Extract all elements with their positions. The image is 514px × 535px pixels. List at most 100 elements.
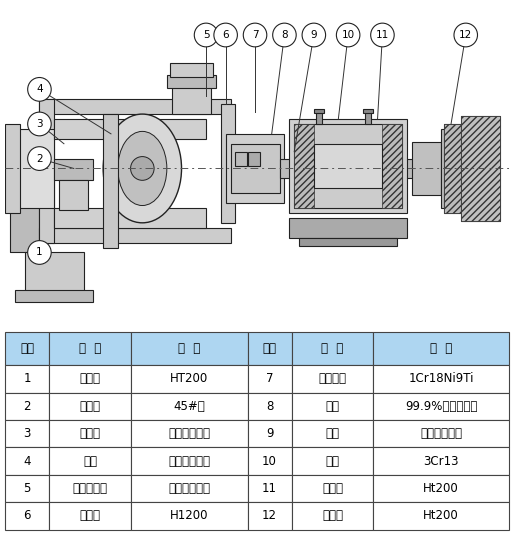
Bar (49, 475, 131, 502)
Text: 出水段导翼: 出水段导翼 (72, 482, 107, 495)
Bar (221, 104, 235, 223)
Text: 6: 6 (24, 509, 31, 523)
Circle shape (131, 157, 154, 180)
Bar (374, 393, 509, 420)
Circle shape (371, 23, 394, 47)
Text: 静环: 静环 (325, 400, 340, 413)
Text: 名  称: 名 称 (79, 342, 101, 355)
Bar (49, 393, 131, 420)
Text: 5: 5 (24, 482, 31, 495)
Text: 机封压盖: 机封压盖 (319, 372, 346, 385)
Circle shape (454, 23, 478, 47)
Bar (172, 85, 211, 114)
Bar (382, 124, 402, 208)
Text: 名  称: 名 称 (321, 342, 344, 355)
Bar (316, 112, 322, 124)
Bar (170, 63, 213, 77)
Text: 4: 4 (24, 455, 31, 468)
Text: 10: 10 (342, 30, 355, 40)
Text: 序号: 序号 (20, 342, 34, 355)
Bar (291, 447, 374, 475)
Bar (374, 365, 509, 393)
Text: 9: 9 (310, 30, 317, 40)
Bar (131, 365, 248, 393)
Text: 2: 2 (36, 154, 43, 164)
Circle shape (336, 23, 360, 47)
Circle shape (214, 23, 237, 47)
Bar (10, 129, 54, 208)
Text: 序号: 序号 (263, 342, 277, 355)
Text: 7: 7 (266, 372, 273, 385)
Bar (248, 447, 291, 475)
Bar (15, 290, 94, 302)
Text: Ht200: Ht200 (424, 482, 459, 495)
Text: 4: 4 (36, 85, 43, 94)
Bar (291, 332, 374, 365)
Bar (461, 116, 500, 221)
Bar (54, 208, 206, 228)
Text: 6: 6 (223, 30, 229, 40)
Bar (5, 124, 20, 213)
Bar (289, 119, 407, 213)
Text: 进水段: 进水段 (80, 427, 101, 440)
Bar (59, 180, 88, 210)
Circle shape (243, 23, 267, 47)
Bar (49, 502, 131, 530)
Bar (289, 218, 407, 238)
Bar (5, 447, 49, 475)
Text: Ht200: Ht200 (424, 509, 459, 523)
Bar (131, 447, 248, 475)
Bar (248, 420, 291, 447)
Text: 中段: 中段 (83, 455, 97, 468)
Text: 3: 3 (36, 119, 43, 129)
Bar (314, 144, 382, 188)
Text: 2: 2 (24, 400, 31, 413)
Ellipse shape (103, 114, 181, 223)
Bar (441, 129, 466, 208)
Circle shape (28, 78, 51, 101)
Text: 出口段: 出口段 (80, 509, 101, 523)
Bar (40, 228, 231, 242)
Bar (131, 502, 248, 530)
Bar (40, 100, 54, 242)
Bar (5, 332, 49, 365)
Bar (10, 203, 40, 253)
Bar (363, 109, 373, 113)
Bar (299, 238, 397, 246)
Text: 3Cr13: 3Cr13 (424, 455, 459, 468)
Bar (49, 365, 131, 393)
Bar (54, 158, 94, 180)
Text: 动环: 动环 (325, 427, 340, 440)
Bar (314, 109, 324, 113)
Bar (131, 420, 248, 447)
Bar (40, 100, 231, 114)
Bar (294, 124, 402, 208)
Bar (291, 502, 374, 530)
Bar (25, 253, 84, 292)
Bar (49, 447, 131, 475)
Bar (291, 365, 374, 393)
Bar (5, 502, 49, 530)
Text: 10: 10 (262, 455, 277, 468)
Text: 联轴器: 联轴器 (322, 509, 343, 523)
Bar (294, 124, 314, 208)
Bar (374, 502, 509, 530)
Text: 12: 12 (262, 509, 277, 523)
Text: 聚全氟乙丙烯: 聚全氟乙丙烯 (168, 455, 210, 468)
Text: 聚全氟乙丙烯: 聚全氟乙丙烯 (168, 482, 210, 495)
Text: 11: 11 (262, 482, 277, 495)
Circle shape (273, 23, 296, 47)
Bar (54, 119, 206, 139)
Text: 1: 1 (24, 372, 31, 385)
Bar (49, 332, 131, 365)
Bar (444, 124, 464, 213)
Bar (226, 134, 284, 203)
Bar (167, 74, 216, 88)
Bar (231, 144, 280, 193)
Text: 1Cr18Ni9Ti: 1Cr18Ni9Ti (409, 372, 474, 385)
Text: 8: 8 (266, 400, 273, 413)
Text: 轴承体: 轴承体 (322, 482, 343, 495)
Bar (291, 420, 374, 447)
Bar (5, 365, 49, 393)
Bar (444, 124, 464, 213)
